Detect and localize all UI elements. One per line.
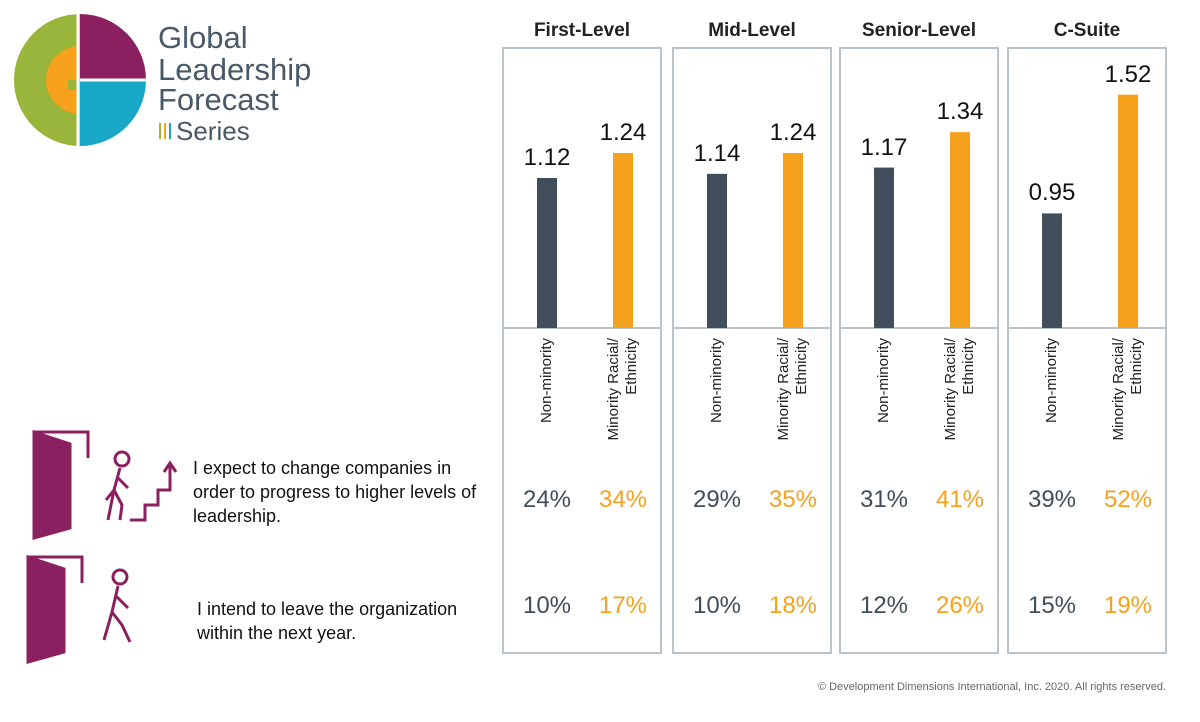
value-label: 1.24 xyxy=(769,119,817,146)
bar xyxy=(707,173,727,328)
bar xyxy=(874,167,894,328)
panel xyxy=(1007,47,1167,654)
statement: I intend to leave the organization withi… xyxy=(197,599,458,643)
percent-value: 29% xyxy=(692,486,742,513)
percent-value: 31% xyxy=(859,486,909,513)
percent-value: 52% xyxy=(1103,486,1153,513)
category-label: Non-minority xyxy=(708,338,725,424)
value-label: 1.52 xyxy=(1104,60,1152,88)
logo-mark xyxy=(14,14,171,146)
percent-value: 26% xyxy=(935,592,985,619)
category-label: Non-minority xyxy=(538,338,555,424)
panel-title: First-Level xyxy=(533,20,631,41)
bar xyxy=(537,178,557,328)
percent-value: 12% xyxy=(859,592,909,619)
percent-value: 24% xyxy=(522,486,572,513)
copyright: © Development Dimensions International, … xyxy=(817,681,1166,693)
value-label: 1.17 xyxy=(860,133,908,161)
category-label: Non-minority xyxy=(1043,338,1060,424)
percent-value: 35% xyxy=(768,486,818,513)
bar xyxy=(950,132,970,328)
panel xyxy=(672,47,832,654)
category-label: Minority Racial/ Ethnicity xyxy=(775,338,810,441)
icon-door-stairs xyxy=(32,429,178,540)
panel-title: Senior-Level xyxy=(861,20,977,41)
percent-value: 10% xyxy=(522,592,572,619)
category-label: Minority Racial/ Ethnicity xyxy=(605,338,640,441)
logo-text: Leadership xyxy=(158,52,312,87)
percent-value: 19% xyxy=(1103,592,1153,619)
percent-value: 39% xyxy=(1027,486,1077,513)
panel xyxy=(502,47,662,654)
panel-title: C-Suite xyxy=(1053,20,1121,41)
bar xyxy=(1042,213,1062,328)
percent-value: 17% xyxy=(598,592,648,619)
logo-text: Forecast xyxy=(158,82,279,117)
value-label: 1.24 xyxy=(599,119,647,146)
percent-value: 34% xyxy=(598,486,648,513)
category-label: Non-minority xyxy=(875,338,892,424)
value-label: 1.12 xyxy=(523,144,571,171)
percent-value: 15% xyxy=(1027,592,1077,619)
bar xyxy=(783,153,803,328)
value-label: 1.34 xyxy=(936,98,984,126)
logo-text: Series xyxy=(176,116,250,146)
bar xyxy=(1118,94,1138,329)
logo-text: Global xyxy=(158,20,248,55)
percent-value: 10% xyxy=(692,592,742,619)
panel xyxy=(839,47,999,654)
value-label: 0.95 xyxy=(1028,179,1076,207)
category-label: Minority Racial/ Ethnicity xyxy=(1110,338,1145,441)
percent-value: 18% xyxy=(768,592,818,619)
icon-door-walk xyxy=(26,554,132,664)
statement: I expect to change companies in order to… xyxy=(193,458,477,526)
category-label: Minority Racial/ Ethnicity xyxy=(942,338,977,441)
percent-value: 41% xyxy=(935,486,985,513)
bar xyxy=(613,153,633,328)
panel-title: Mid-Level xyxy=(708,20,796,41)
value-label: 1.14 xyxy=(693,139,741,167)
